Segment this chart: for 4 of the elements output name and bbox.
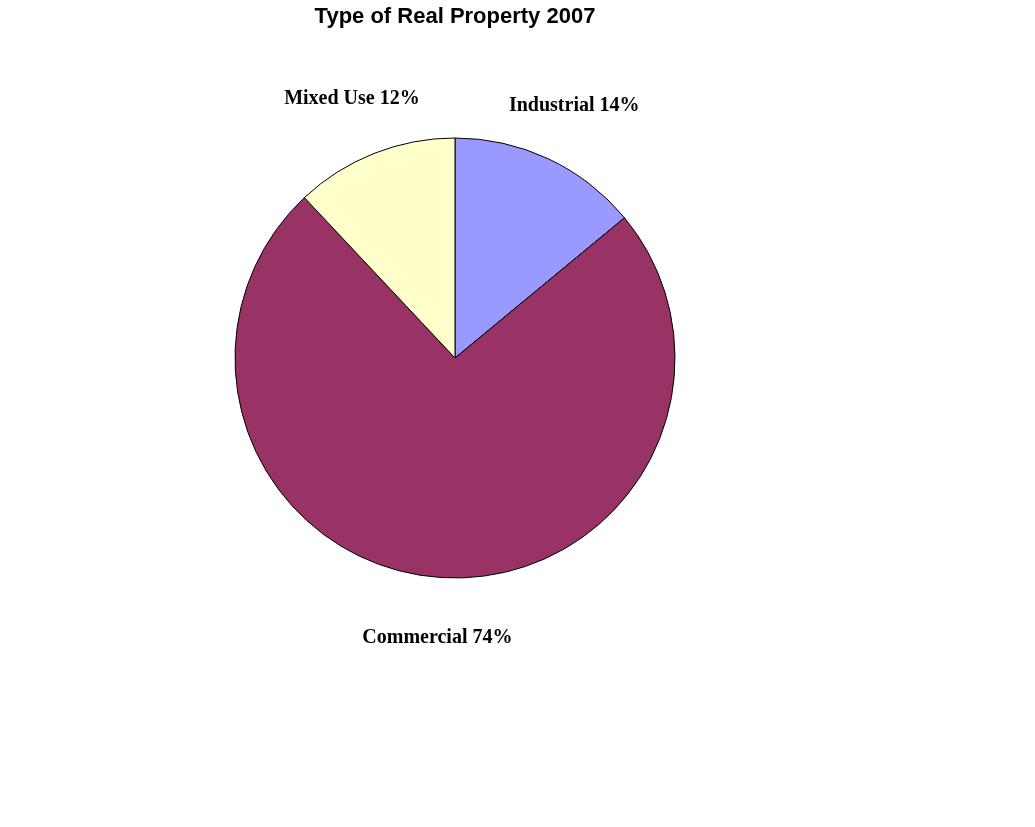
slice-label: Mixed Use 12%	[284, 85, 420, 108]
slice-label: Commercial 74%	[362, 625, 513, 648]
slice-label: Industrial 14%	[508, 92, 640, 115]
chart-title: Type of Real Property 2007	[314, 3, 596, 28]
